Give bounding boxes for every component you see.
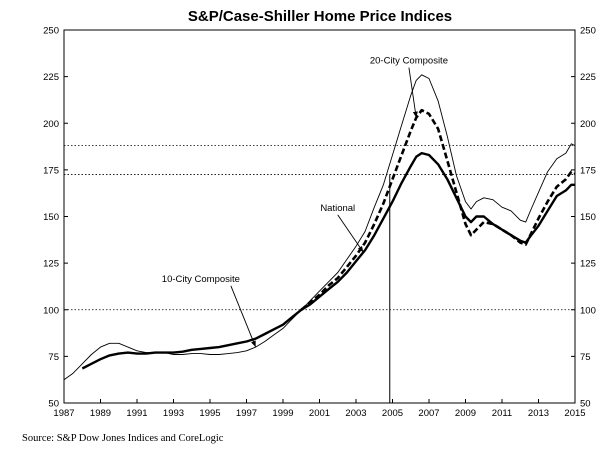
y-tick-label-right: 175 (580, 165, 596, 176)
x-tick-label: 1995 (199, 408, 220, 419)
annotation-arrowhead-1 (357, 245, 364, 253)
x-tick-label: 2005 (382, 408, 403, 419)
y-tick-label-left: 225 (43, 72, 59, 83)
y-tick-label-right: 50 (580, 399, 591, 410)
y-tick-label-right: 125 (580, 259, 596, 270)
series-line-20-city-composite (300, 108, 576, 311)
y-tick-label-left: 50 (48, 399, 59, 410)
y-tick-label-left: 75 (48, 352, 59, 363)
plot-area (63, 29, 576, 404)
x-tick-label: 1989 (90, 408, 111, 419)
y-tick-label-right: 150 (580, 212, 596, 223)
annotation-leader-2 (230, 285, 257, 348)
y-tick-label-right: 250 (580, 26, 596, 37)
annotations: 20-City Composite National 10-City Composi… (162, 56, 448, 348)
x-tick-label: 1991 (126, 408, 147, 419)
y-tick-label-right: 200 (580, 119, 596, 130)
y-tick-label-right: 75 (580, 352, 591, 363)
y-tick-label-left: 200 (43, 119, 59, 130)
reference-lines (64, 145, 575, 403)
x-tick-label: 2011 (492, 408, 512, 419)
annotation-label-1: National (320, 203, 355, 214)
x-tick-label: 2003 (345, 408, 366, 419)
annotation-label-2: 10-City Composite (162, 274, 240, 285)
y-tick-label-left: 125 (43, 259, 59, 270)
series-line-national (81, 151, 575, 370)
x-tick-label: 2015 (564, 408, 585, 419)
x-tick-label: 2009 (455, 408, 476, 419)
x-tick-label: 2013 (528, 408, 549, 419)
y-tick-label-left: 250 (43, 26, 59, 37)
annotation-label-0: 20-City Composite (370, 56, 448, 67)
annotation-arrowhead-0 (412, 111, 418, 118)
source-note: Source: S&P Dow Jones Indices and CoreLo… (22, 433, 224, 444)
annotation-leader-1 (337, 214, 364, 253)
chart-title: S&P/Case-Shiller Home Price Indices (188, 8, 452, 25)
x-tick-label: 2001 (309, 408, 330, 419)
y-tick-label-right: 100 (580, 305, 596, 316)
x-tick-label: 1997 (236, 408, 257, 419)
y-tick-label-left: 150 (43, 212, 59, 223)
x-tick-label: 1993 (163, 408, 184, 419)
x-tick-label: 1999 (272, 408, 293, 419)
y-tick-label-right: 225 (580, 72, 596, 83)
annotation-leader-0 (408, 67, 417, 118)
y-tick-label-left: 100 (43, 305, 59, 316)
annotation-arrowhead-2 (251, 340, 256, 348)
x-tick-label: 1987 (53, 408, 74, 419)
y-tick-label-left: 175 (43, 165, 59, 176)
x-tick-label: 2007 (418, 408, 439, 419)
axis-ticks: 50 50 75 75 100 100 125 125 150 150 175 175 200 200 22… (43, 26, 596, 420)
series-lines (63, 74, 576, 381)
